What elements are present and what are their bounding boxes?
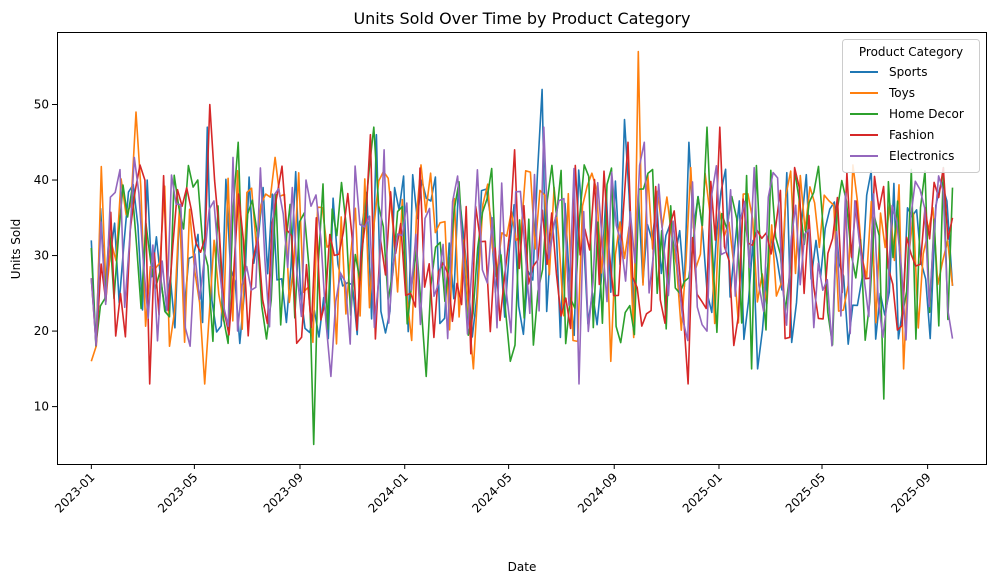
legend-entry-label: Sports <box>889 65 927 79</box>
legend: Product Category Sports Toys Home Decor Fas… <box>842 39 980 173</box>
legend-entry-label: Home Decor <box>889 107 964 121</box>
legend-entry-label: Fashion <box>889 128 934 142</box>
series-line-fashion <box>90 103 954 385</box>
legend-entry-label: Toys <box>888 86 915 100</box>
plot-frame <box>57 32 987 465</box>
y-axis-label: Units Sold <box>9 219 23 279</box>
series-layer <box>90 50 954 446</box>
y-tick-label: 10 <box>34 400 49 414</box>
y-axis: 10 20 30 40 50 <box>34 98 57 414</box>
y-tick-label: 50 <box>34 98 49 112</box>
legend-title: Product Category <box>859 45 963 59</box>
legend-entry-label: Electronics <box>889 149 954 163</box>
series-line-home-decor <box>90 126 954 446</box>
y-tick-label: 30 <box>34 249 49 263</box>
y-tick-label: 20 <box>34 324 49 338</box>
series-line-electronics <box>90 126 954 385</box>
x-axis-label: Date <box>508 560 537 574</box>
chart-title: Units Sold Over Time by Product Category <box>353 9 690 28</box>
y-tick-label: 40 <box>34 173 49 187</box>
